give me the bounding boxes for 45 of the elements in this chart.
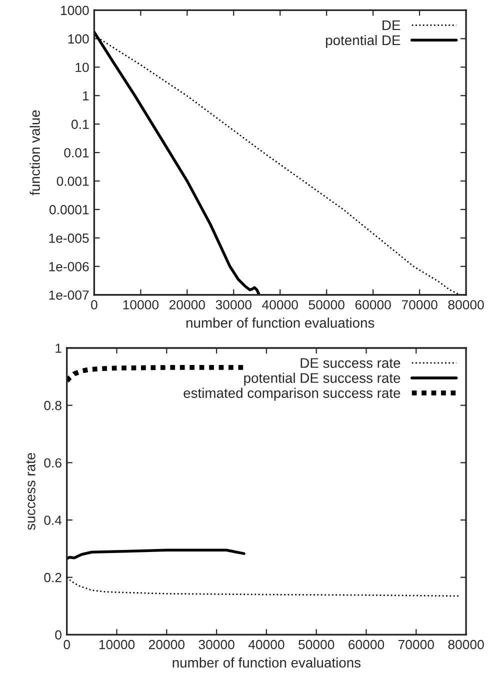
y-tick-label: 0.4 (44, 516, 62, 525)
y-tick-label: 1 (56, 344, 62, 353)
x-tick-label: 70000 (402, 300, 438, 310)
x-tick-label: 60000 (355, 300, 391, 310)
y-tick-label: 0.1 (72, 120, 89, 129)
y-tick-label: 0.0001 (49, 205, 89, 214)
y-axis-title: function value (30, 110, 40, 196)
legend-label: DE (382, 20, 400, 30)
x-tick-label: 80000 (448, 300, 484, 310)
y-tick-label: 0.001 (56, 176, 89, 186)
legend-label: potential DE success rate (244, 372, 400, 386)
line-series (66, 576, 460, 597)
legend-label: estimated comparison success rate (184, 388, 400, 401)
y-tick-label: 0 (55, 630, 62, 640)
y-tick-label: 0.2 (44, 572, 62, 582)
y-tick-label: 1e-005 (49, 234, 89, 243)
x-tick-label: 40000 (248, 640, 284, 650)
x-tick-label: 80000 (448, 640, 484, 650)
y-tick-label: 0.01 (64, 148, 89, 158)
line-series (66, 548, 246, 560)
x-axis-title: number of function evaluations (186, 318, 374, 328)
x-tick-label: 10000 (99, 640, 135, 650)
x-tick-label: 60000 (348, 640, 384, 650)
x-tick-label: 70000 (398, 640, 434, 650)
y-tick-label: 1e-007 (49, 290, 89, 300)
y-tick-label: 1e-006 (49, 262, 89, 272)
x-axis-title: number of function evaluations (172, 657, 361, 668)
x-tick-label: 10000 (123, 300, 158, 310)
y-tick-label: 0.8 (44, 400, 62, 410)
y-tick-label: 0.6 (44, 458, 62, 468)
x-tick-label: 50000 (298, 640, 334, 650)
x-tick-label: 50000 (308, 300, 344, 310)
x-tick-label: 30000 (216, 300, 252, 310)
x-tick-label: 30000 (198, 640, 234, 650)
x-tick-label: 40000 (262, 300, 298, 310)
x-tick-label: 20000 (148, 640, 184, 650)
y-tick-label: 100 (68, 34, 89, 44)
x-tick-label: 20000 (169, 300, 205, 310)
y-tick-label: 10 (76, 62, 89, 72)
x-tick-label: 0 (91, 300, 98, 310)
legend-label: DE success rate (300, 358, 400, 368)
legend-label: potential DE (326, 34, 400, 48)
y-axis-title: success rate (26, 452, 36, 530)
y-tick-label: 1 (82, 91, 89, 100)
y-tick-label: 1000 (60, 6, 89, 16)
